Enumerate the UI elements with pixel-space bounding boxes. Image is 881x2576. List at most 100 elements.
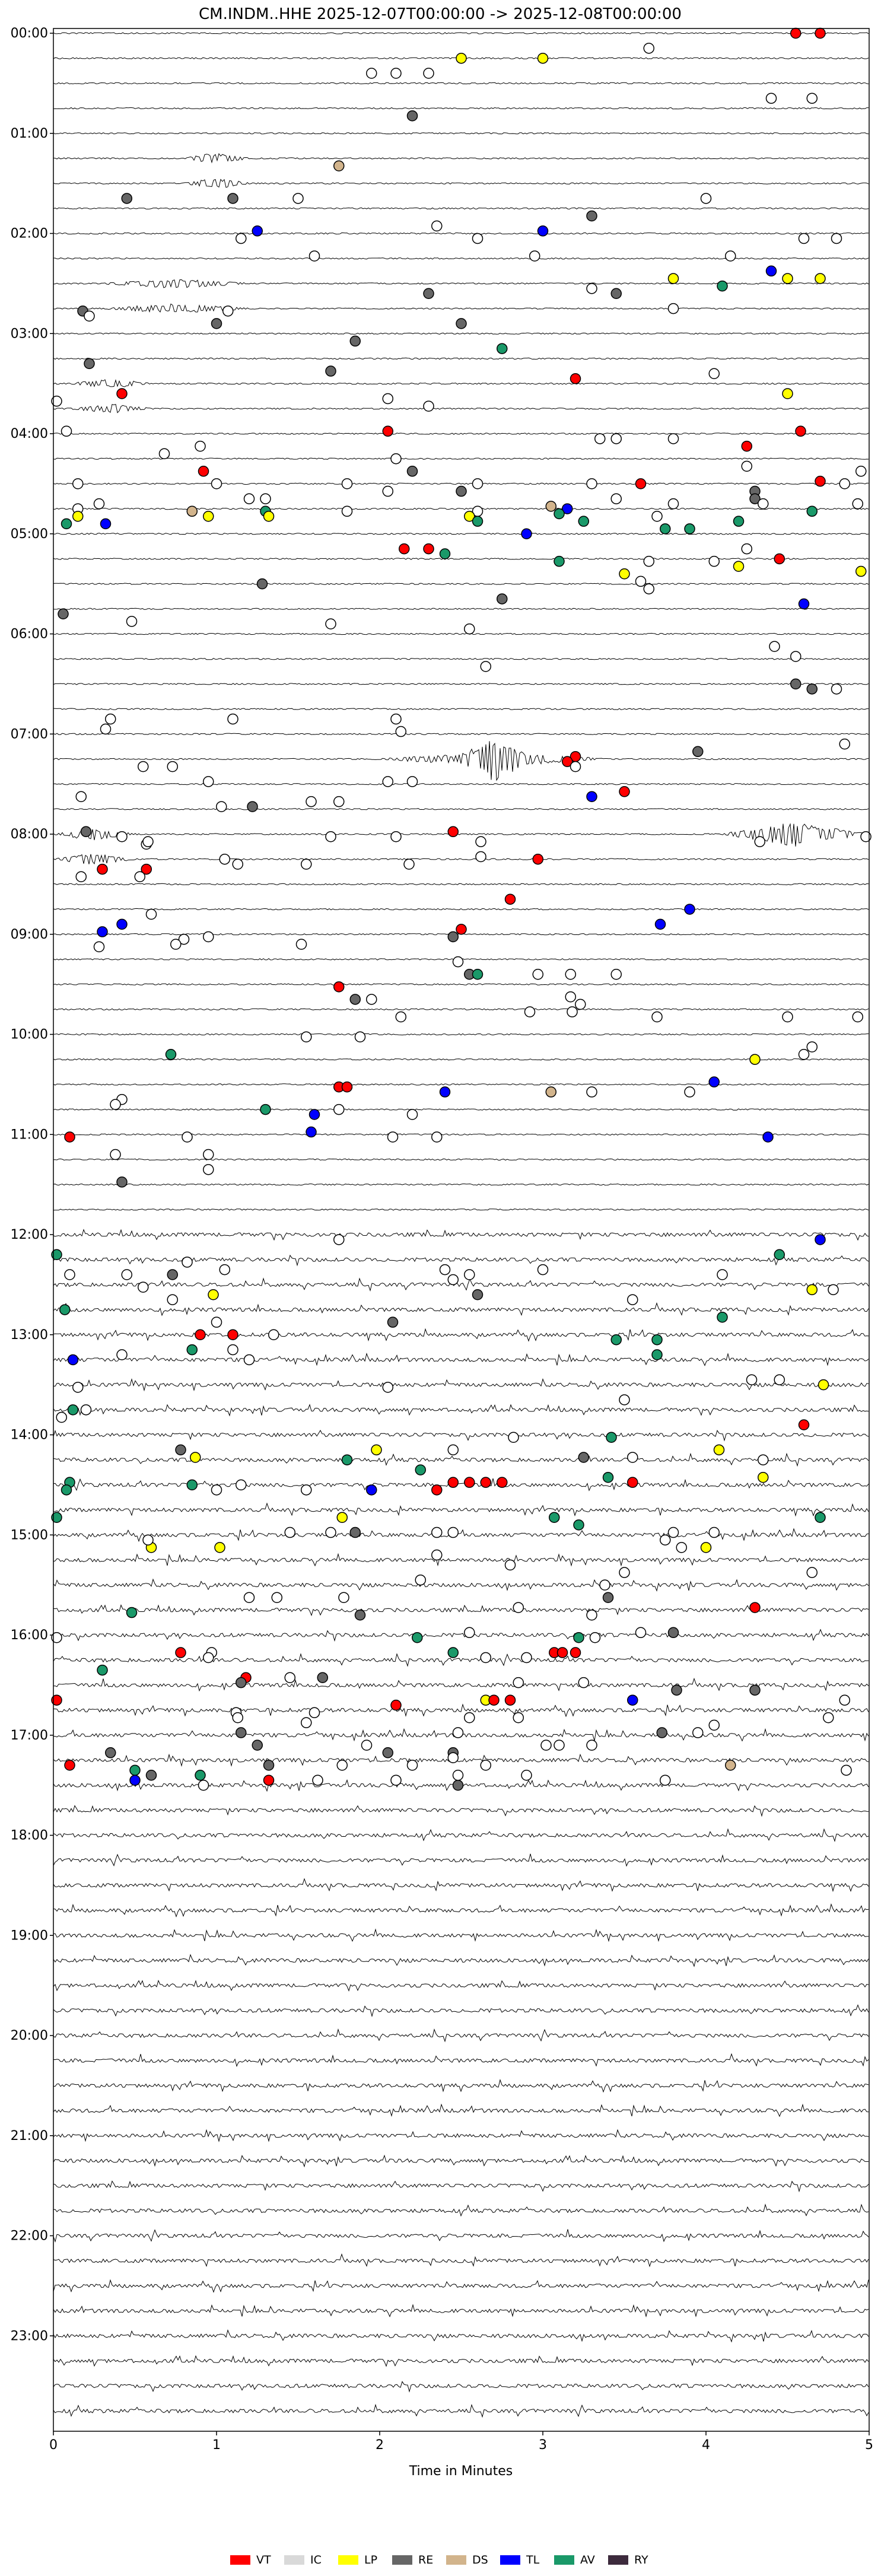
event-marker-ic — [431, 1131, 443, 1143]
event-marker-ic — [513, 1677, 524, 1688]
event-marker-ic — [51, 395, 62, 407]
hour-label: 12:00 — [11, 1227, 48, 1242]
event-marker-ic — [513, 1712, 524, 1723]
trace-row — [53, 2103, 869, 2117]
event-marker-lp — [72, 510, 84, 522]
event-marker-vt — [382, 425, 393, 437]
event-marker-re — [586, 210, 597, 222]
event-marker-ic — [667, 433, 679, 444]
event-marker-av — [815, 1512, 826, 1523]
event-marker-ic — [222, 306, 234, 317]
event-marker-ic — [651, 510, 663, 522]
trace-row — [53, 1277, 869, 1292]
event-marker-ic — [75, 791, 87, 802]
event-marker-ic — [447, 1752, 459, 1763]
event-marker-ic — [390, 831, 402, 842]
event-marker-ic — [211, 478, 222, 489]
event-marker-vt — [480, 1477, 491, 1488]
event-marker-re — [578, 1452, 589, 1463]
event-marker-ic — [72, 1382, 84, 1393]
event-marker-ic — [529, 250, 540, 262]
event-marker-ic — [366, 994, 377, 1005]
trace-row — [53, 708, 869, 710]
event-marker-av — [260, 1103, 271, 1115]
event-marker-av — [165, 1049, 177, 1060]
trace-row — [53, 1903, 869, 1918]
event-marker-av — [67, 1404, 79, 1416]
trace-row — [53, 1805, 869, 1817]
event-marker-vt — [64, 1760, 75, 1771]
event-marker-ic — [341, 478, 353, 489]
event-marker-av — [733, 516, 745, 527]
event-marker-ic — [578, 1677, 589, 1688]
hour-label: 20:00 — [11, 2028, 48, 2043]
event-marker-lp — [208, 1289, 219, 1300]
event-marker-ic — [268, 1329, 279, 1340]
event-marker-ic — [508, 1432, 519, 1443]
event-marker-re — [456, 485, 467, 497]
event-marker-vt — [635, 478, 647, 489]
event-marker-ic — [333, 1234, 345, 1245]
event-marker-ic — [480, 1760, 491, 1771]
event-marker-ic — [301, 1031, 312, 1042]
event-marker-ic — [84, 310, 95, 322]
event-marker-ic — [431, 1549, 443, 1561]
event-marker-ic — [841, 1764, 852, 1776]
event-marker-av — [412, 1632, 423, 1643]
legend-swatch-re — [392, 2555, 412, 2565]
trace-row — [53, 1229, 869, 1241]
event-marker-vt — [456, 924, 467, 935]
trace-row — [53, 883, 869, 886]
hour-label: 05:00 — [11, 527, 48, 542]
event-marker-ic — [475, 851, 486, 863]
event-marker-av — [341, 1454, 353, 1465]
trace-row — [53, 1928, 869, 1942]
event-marker-ic — [126, 616, 138, 627]
event-marker-ic — [798, 233, 810, 244]
event-marker-ic — [746, 1374, 758, 1385]
hour-label: 21:00 — [11, 2129, 48, 2144]
event-marker-ic — [406, 776, 418, 787]
event-marker-ic — [167, 761, 178, 772]
event-marker-ic — [333, 1103, 345, 1115]
event-marker-lp — [619, 568, 630, 580]
event-marker-re — [472, 1289, 484, 1300]
trace-row — [53, 2355, 869, 2367]
event-marker-vt — [815, 27, 826, 39]
event-marker-ic — [93, 498, 105, 510]
event-marker-vt — [795, 425, 806, 437]
event-marker-ic — [75, 871, 87, 882]
event-marker-re — [105, 1747, 116, 1758]
event-marker-lp — [456, 52, 467, 64]
event-marker-vt — [504, 893, 516, 905]
event-marker-vt — [570, 373, 581, 384]
event-marker-av — [578, 516, 589, 527]
hour-label: 02:00 — [11, 227, 48, 241]
legend-swatch-ry — [608, 2555, 628, 2565]
event-marker-ic — [480, 1652, 491, 1664]
event-marker-ic — [390, 453, 402, 465]
event-marker-ic — [243, 1354, 255, 1366]
event-marker-av — [51, 1249, 62, 1260]
event-marker-ic — [708, 555, 720, 567]
event-marker-tl — [762, 1131, 774, 1143]
trace-row — [53, 1578, 869, 1592]
event-marker-ic — [138, 761, 149, 772]
event-marker-re — [349, 335, 361, 347]
event-marker-re — [175, 1444, 186, 1456]
event-marker-re — [263, 1760, 275, 1771]
trace-row — [53, 854, 869, 865]
event-marker-re — [121, 193, 132, 204]
event-marker-lp — [782, 273, 793, 284]
trace-row — [53, 1753, 869, 1767]
trace-row — [53, 1853, 869, 1867]
trace-row — [53, 1604, 869, 1617]
event-marker-av — [660, 523, 671, 535]
event-marker-ic — [586, 1610, 597, 1621]
trace-row — [53, 379, 869, 387]
hour-label: 08:00 — [11, 827, 48, 842]
legend-swatch-ds — [446, 2555, 466, 2565]
event-marker-av — [774, 1249, 785, 1260]
event-marker-av — [472, 969, 484, 980]
event-marker-ic — [431, 220, 443, 232]
